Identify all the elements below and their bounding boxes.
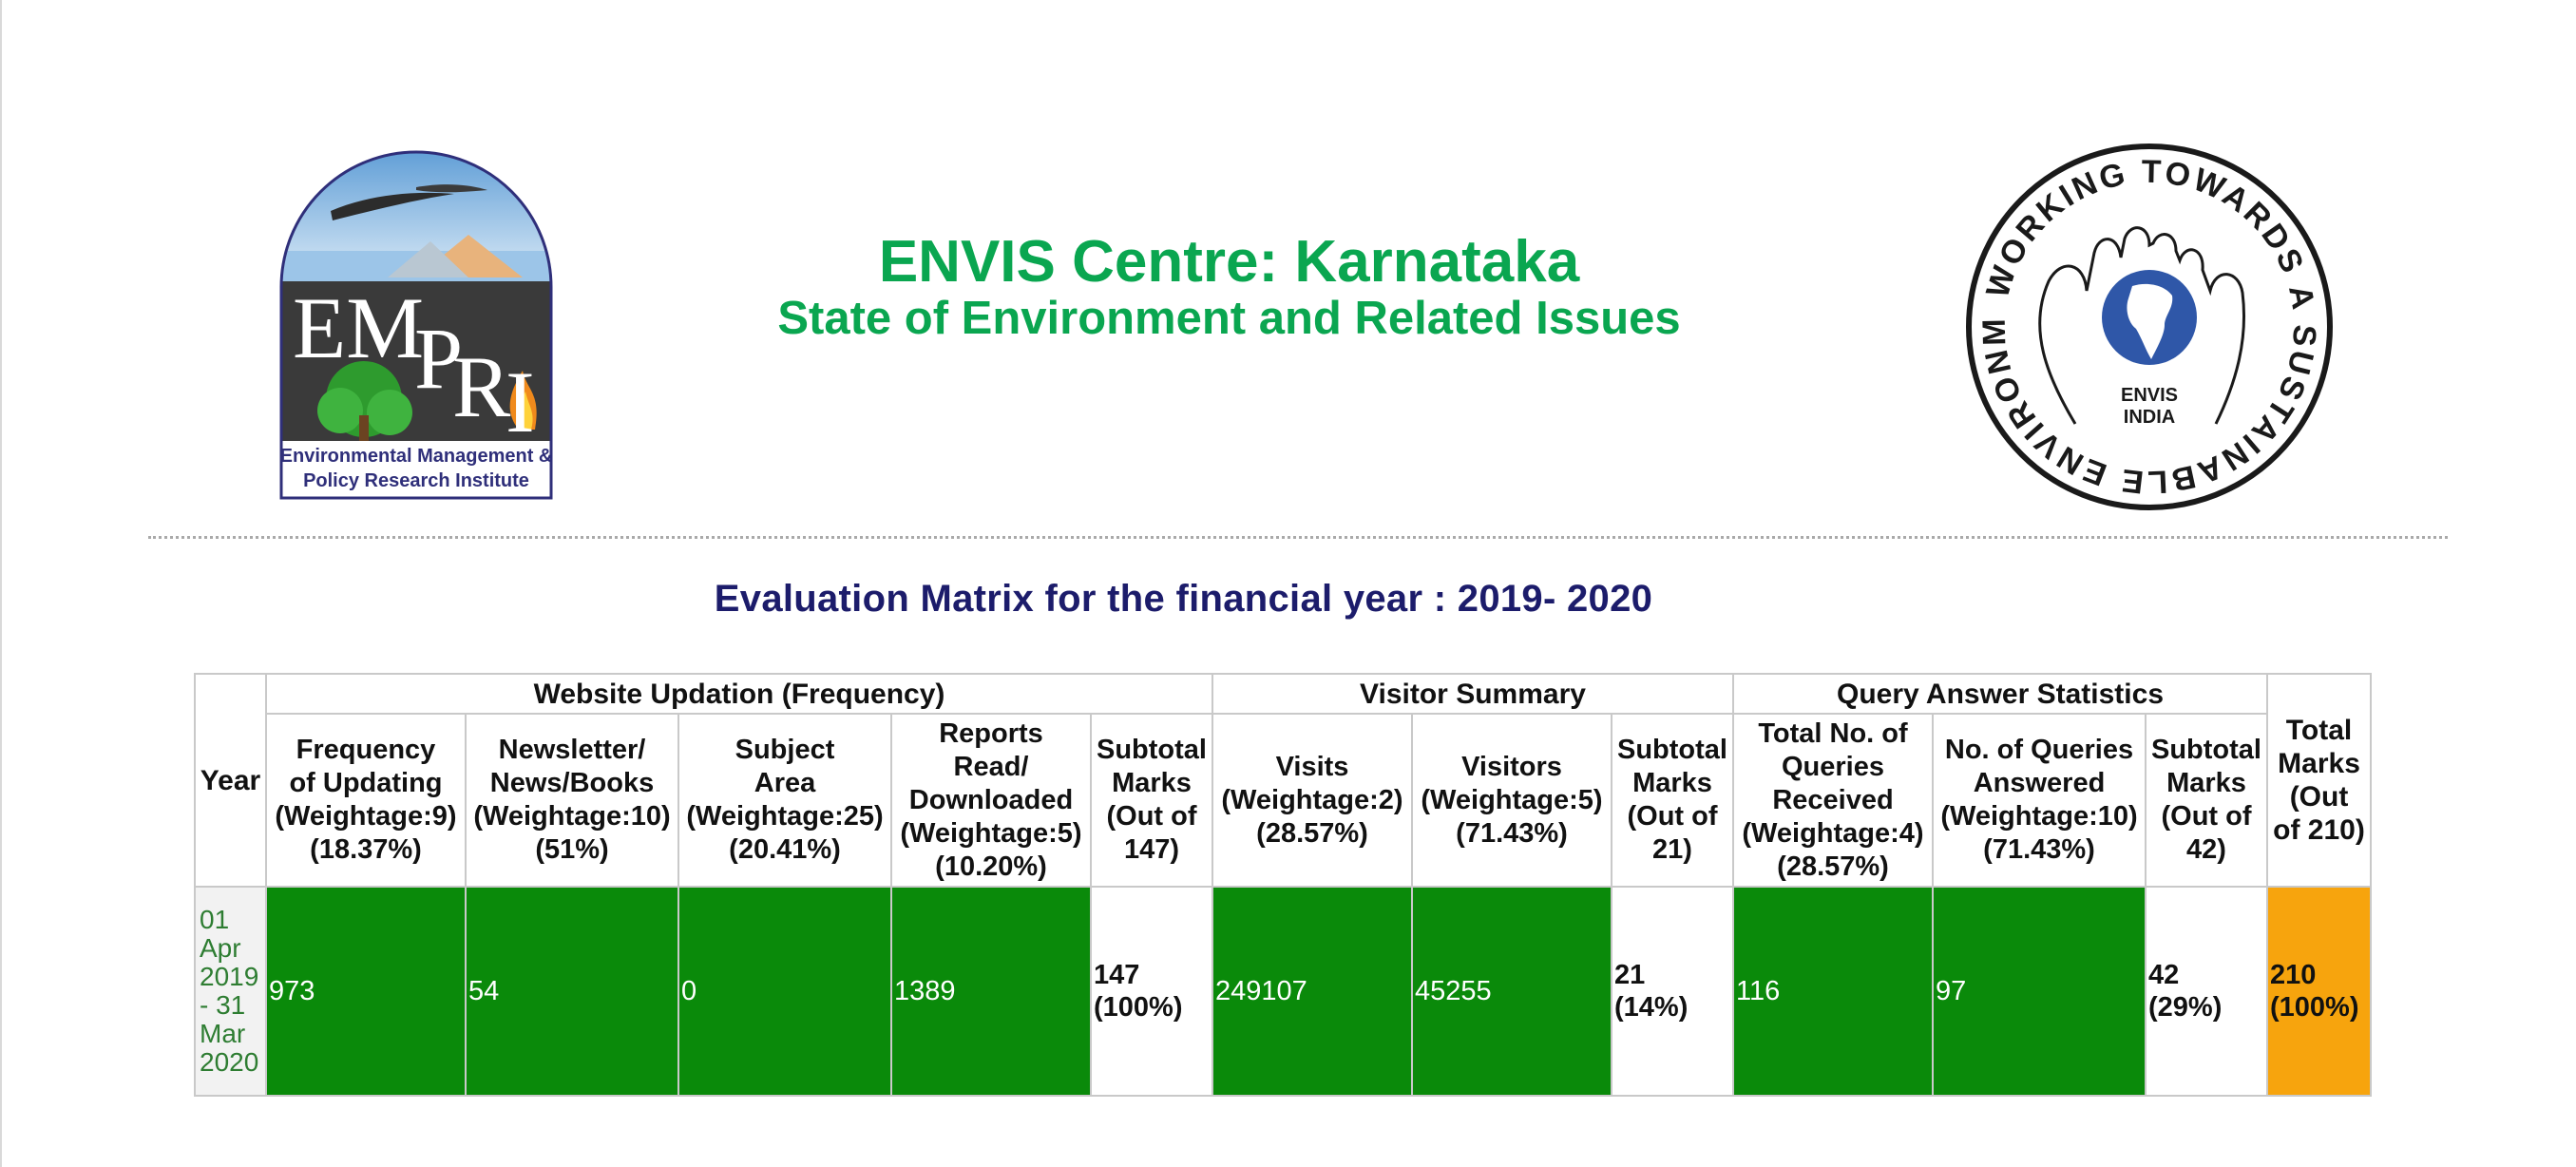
empri-caption-line2: Policy Research Institute <box>303 470 529 491</box>
envis-seal-logo: WORKING TOWARDS A SUSTAINABLE ENVIRONM EN… <box>1948 110 2337 515</box>
page-left-border <box>0 0 2 1167</box>
header-divider <box>148 536 2448 539</box>
site-title: ENVIS Centre: Karnataka <box>878 229 1580 295</box>
envis-center-line1: ENVIS <box>2121 385 2178 406</box>
envis-center-line2: INDIA <box>2124 407 2175 428</box>
col-newsletter-news-books: Newsletter/News/Books (Weightage:10) (51%) <box>465 713 679 888</box>
col-reports-downloaded: Reports Read/Downloaded (Weightage:5) (10.2… <box>890 713 1092 888</box>
col-subject-area: Subject Area (Weightage:25) (20.41%) <box>677 713 892 888</box>
empri-letters: EM <box>293 279 424 376</box>
empri-caption-line1: Environmental Management & <box>280 446 553 467</box>
group-website-updation: Website Updation (Frequency) <box>265 673 1213 715</box>
svg-text:P: P <box>414 310 463 407</box>
col-visitors: Visitors (Weightage:5) (71.43%) <box>1411 713 1612 888</box>
group-visitor-summary: Visitor Summary <box>1212 673 1734 715</box>
cell-frequency: 973 <box>265 886 467 1097</box>
empri-logo-graphic: EM P R I Environmental Management & Poli… <box>279 150 553 500</box>
cell-queries-received: 116 <box>1732 886 1934 1097</box>
evaluation-matrix-table: Year Website Updation (Frequency) Visito… <box>194 673 2373 1097</box>
group-header-row: Year Website Updation (Frequency) Visito… <box>194 673 2373 888</box>
cell-visits: 249107 <box>1212 886 1413 1097</box>
cell-newsletter: 54 <box>465 886 679 1097</box>
table-row: 01 Apr 2019- 31 Mar 2020 973 54 0 1389 147 (1… <box>194 886 2373 1097</box>
year-header: Year <box>194 673 267 888</box>
envis-seal-graphic: WORKING TOWARDS A SUSTAINABLE ENVIRONM EN… <box>1948 110 2333 510</box>
col-visits: Visits (Weightage:2) (28.57%) <box>1212 713 1413 888</box>
col-subtotal-query: Subtotal Marks (Out of 42) <box>2144 713 2269 888</box>
col-subtotal-visitor: Subtotal Marks (Out of 21) <box>1611 713 1734 888</box>
year-cell: 01 Apr 2019- 31 Mar 2020 <box>194 886 267 1097</box>
empri-logo: EM P R I Environmental Management & Poli… <box>274 144 559 506</box>
col-queries-answered: No. of Queries Answered (Weightage:10) (71.… <box>1932 713 2147 888</box>
cell-subject-area: 0 <box>677 886 892 1097</box>
total-marks-header: Total Marks (Out of 210) <box>2266 673 2373 888</box>
site-subtitle: State of Environment and Related Issues <box>777 293 1681 344</box>
group-query-answer-statistics: Query Answer Statistics <box>1731 673 2269 715</box>
svg-text:I: I <box>506 354 535 450</box>
matrix-title: Evaluation Matrix for the financial year… <box>714 578 1653 620</box>
cell-total-marks: 210 (100%) <box>2266 886 2373 1097</box>
col-queries-received: Total No. of Queries Received (Weightage:4)… <box>1732 713 1934 888</box>
cell-queries-answered: 97 <box>1932 886 2147 1097</box>
cell-subtotal-website: 147 (100%) <box>1090 886 1213 1097</box>
column-header-row: Frequency of Updating (Weightage:9) (18.37%… <box>195 713 2371 888</box>
col-subtotal-website: Subtotal Marks (Out of 147) <box>1090 713 1213 888</box>
svg-text:R: R <box>452 338 511 435</box>
col-frequency-of-updating: Frequency of Updating (Weightage:9) (18.37%… <box>265 713 467 888</box>
cell-subtotal-query: 42 (29%) <box>2144 886 2269 1097</box>
cell-subtotal-visitor: 21 (14%) <box>1611 886 1734 1097</box>
cell-reports: 1389 <box>890 886 1092 1097</box>
cell-visitors: 45255 <box>1411 886 1612 1097</box>
